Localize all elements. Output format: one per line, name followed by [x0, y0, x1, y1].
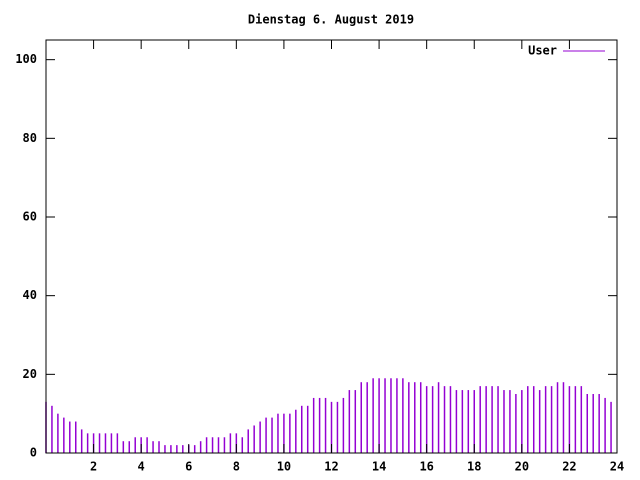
x-tick-label: 20	[515, 460, 529, 474]
legend-label: User	[528, 44, 557, 58]
x-tick-label: 10	[277, 460, 291, 474]
y-tick-label: 0	[30, 446, 37, 460]
y-tick-label: 80	[23, 131, 37, 145]
x-tick-label: 14	[372, 460, 386, 474]
y-tick-label: 60	[23, 210, 37, 224]
x-tick-label: 24	[610, 460, 624, 474]
x-tick-label: 22	[562, 460, 576, 474]
y-tick-label: 40	[23, 288, 37, 302]
chart-title: Dienstag 6. August 2019	[248, 13, 414, 27]
x-tick-label: 2	[90, 460, 97, 474]
x-tick-label: 18	[467, 460, 481, 474]
x-tick-label: 4	[138, 460, 145, 474]
x-tick-label: 12	[324, 460, 338, 474]
y-tick-label: 20	[23, 367, 37, 381]
x-tick-label: 16	[419, 460, 433, 474]
y-tick-label: 100	[15, 52, 37, 66]
x-tick-label: 8	[233, 460, 240, 474]
x-tick-label: 6	[185, 460, 192, 474]
plot-border	[45, 39, 618, 454]
